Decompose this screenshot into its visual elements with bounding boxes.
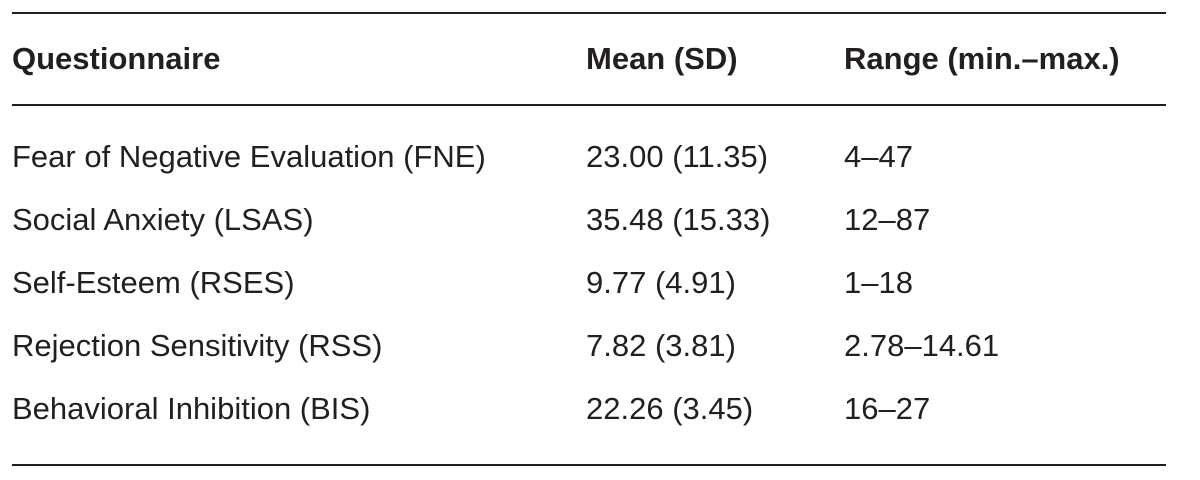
cell-mean-sd: 35.48 (15.33) bbox=[586, 202, 771, 238]
bottom-rule bbox=[12, 463, 1166, 466]
questionnaire-table: Questionnaire Mean (SD) Range (min.–max.… bbox=[12, 12, 1166, 466]
cell-mean-sd: 23.00 (11.35) bbox=[586, 139, 769, 175]
cell-questionnaire: Self-Esteem (RSES) bbox=[12, 264, 295, 300]
table-row: Behavioral Inhibition (BIS) 22.26 (3.45)… bbox=[12, 377, 1166, 440]
data-table-body: Fear of Negative Evaluation (FNE) 23.00 … bbox=[12, 126, 1166, 440]
header-questionnaire: Questionnaire bbox=[12, 41, 221, 76]
cell-questionnaire: Behavioral Inhibition (BIS) bbox=[12, 390, 371, 426]
cell-range: 1–18 bbox=[844, 264, 913, 300]
data-table: Questionnaire Mean (SD) Range (min.–max.… bbox=[12, 14, 1166, 104]
table-row: Self-Esteem (RSES) 9.77 (4.91) 1–18 bbox=[12, 252, 1166, 315]
cell-mean-sd: 22.26 (3.45) bbox=[586, 390, 754, 426]
cell-questionnaire: Social Anxiety (LSAS) bbox=[12, 202, 314, 238]
header-range: Range (min.–max.) bbox=[844, 41, 1120, 76]
cell-range: 2.78–14.61 bbox=[844, 327, 1000, 363]
header-row: Questionnaire Mean (SD) Range (min.–max.… bbox=[12, 14, 1166, 104]
table-row: Social Anxiety (LSAS) 35.48 (15.33) 12–8… bbox=[12, 189, 1166, 252]
table-row: Rejection Sensitivity (RSS) 7.82 (3.81) … bbox=[12, 314, 1166, 377]
cell-questionnaire: Fear of Negative Evaluation (FNE) bbox=[12, 139, 486, 175]
header-mean-sd: Mean (SD) bbox=[586, 41, 738, 76]
table-row: Fear of Negative Evaluation (FNE) 23.00 … bbox=[12, 126, 1166, 189]
cell-range: 16–27 bbox=[844, 390, 931, 426]
cell-questionnaire: Rejection Sensitivity (RSS) bbox=[12, 327, 383, 363]
cell-mean-sd: 7.82 (3.81) bbox=[586, 327, 736, 363]
cell-range: 12–87 bbox=[844, 202, 931, 238]
header-rule bbox=[12, 104, 1166, 106]
cell-range: 4–47 bbox=[844, 139, 913, 175]
cell-mean-sd: 9.77 (4.91) bbox=[586, 264, 736, 300]
top-rule bbox=[12, 12, 1166, 14]
